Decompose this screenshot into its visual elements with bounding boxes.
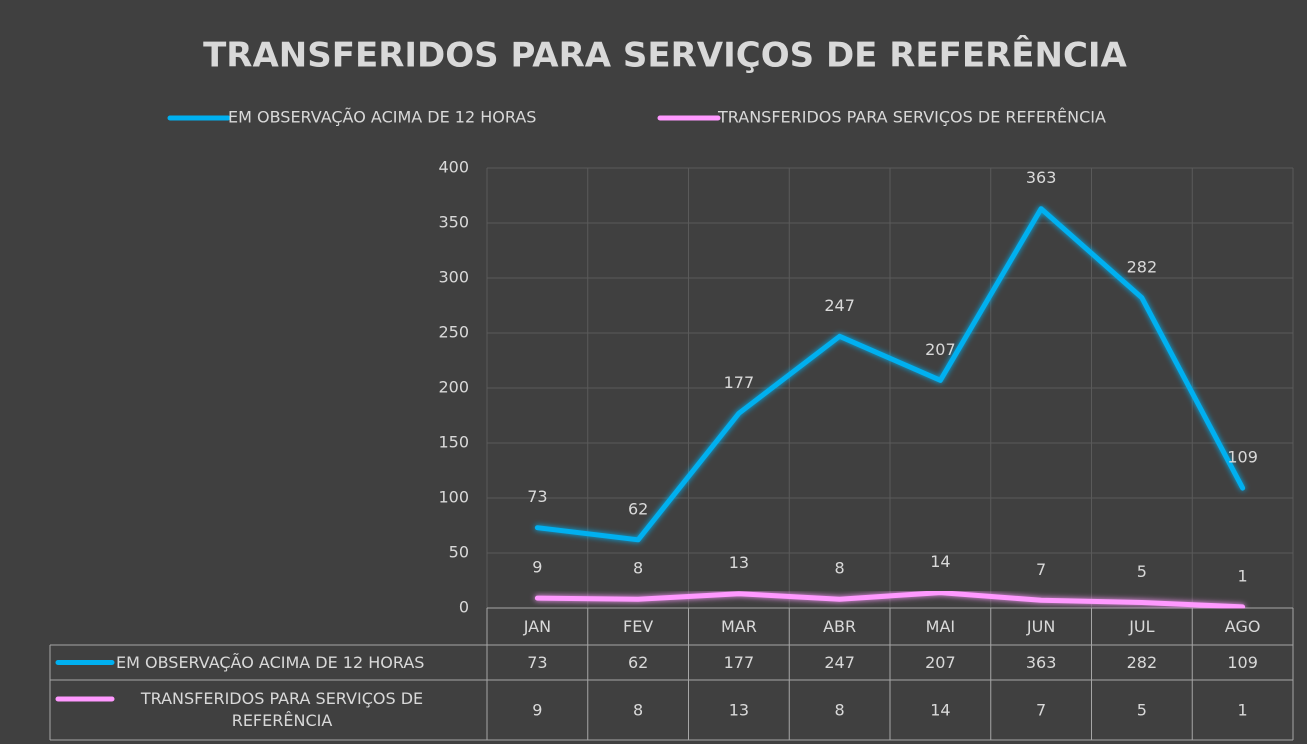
data-label: 1 [1238,566,1248,585]
table-cell: 7 [1036,701,1046,720]
legend-label: EM OBSERVAÇÃO ACIMA DE 12 HORAS [228,108,536,127]
data-label: 363 [1026,168,1057,187]
data-label: 207 [925,340,956,359]
chart-title: TRANSFERIDOS PARA SERVIÇOS DE REFERÊNCIA [203,35,1127,76]
table-cell: 282 [1127,653,1158,672]
table-cell: 109 [1227,653,1258,672]
data-label: 9 [532,558,542,577]
series-line [534,206,1246,543]
x-tick-label: JUL [1128,617,1154,636]
y-tick-label: 0 [459,598,469,617]
table-row-header: TRANSFERIDOS PARA SERVIÇOS DE REFERÊNCIA [140,689,424,730]
table-row-header-text: EM OBSERVAÇÃO ACIMA DE 12 HORAS [116,652,425,672]
table-row-header-text: TRANSFERIDOS PARA SERVIÇOS DE REFERÊNCIA [140,689,424,730]
data-label: 8 [633,559,643,578]
table-cell: 247 [824,653,855,672]
table-cell: 73 [527,653,547,672]
data-label: 247 [824,296,855,315]
y-tick-label: 250 [438,323,469,342]
x-tick-label: MAI [926,617,955,636]
table-cell: 177 [724,653,755,672]
x-tick-label: AGO [1225,617,1261,636]
y-tick-label: 400 [438,158,469,177]
table-cell: 8 [835,701,845,720]
y-tick-label: 200 [438,378,469,397]
table-cell: 1 [1238,701,1248,720]
x-tick-label: FEV [623,617,653,636]
data-label: 177 [724,373,755,392]
table-cell: 62 [628,653,648,672]
data-label: 7 [1036,560,1046,579]
x-tick-label: ABR [823,617,856,636]
table-cell: 363 [1026,653,1057,672]
data-label: 14 [930,552,950,571]
y-tick-label: 50 [449,543,469,562]
data-label: 13 [729,553,749,572]
y-tick-label: 100 [438,488,469,507]
table-cell: 14 [930,701,950,720]
data-label: 109 [1227,448,1258,467]
table-cell: 8 [633,701,643,720]
table-cell: 5 [1137,701,1147,720]
table-row-header: EM OBSERVAÇÃO ACIMA DE 12 HORAS [116,652,425,672]
y-tick-label: 350 [438,213,469,232]
x-tick-label: MAR [721,617,757,636]
table-cell: 9 [532,701,542,720]
data-label: 73 [527,487,547,506]
y-tick-label: 300 [438,268,469,287]
table-cell: 207 [925,653,956,672]
data-label: 62 [628,499,648,518]
y-tick-label: 150 [438,433,469,452]
series-line [534,590,1246,610]
table-cell: 13 [729,701,749,720]
x-tick-label: JUN [1026,617,1055,636]
legend-label: TRANSFERIDOS PARA SERVIÇOS DE REFERÊNCIA [717,108,1106,127]
data-label: 8 [835,559,845,578]
x-tick-label: JAN [523,617,551,636]
data-label: 5 [1137,562,1147,581]
data-label: 282 [1127,257,1158,276]
